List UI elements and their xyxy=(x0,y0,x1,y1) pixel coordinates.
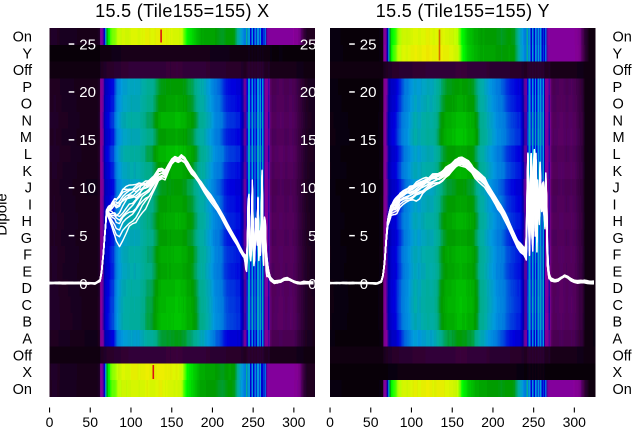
svg-text:0: 0 xyxy=(79,276,87,293)
svg-text:25: 25 xyxy=(300,36,317,53)
svg-text:25: 25 xyxy=(79,36,96,53)
svg-text:10: 10 xyxy=(79,180,96,197)
svg-text:0: 0 xyxy=(308,276,316,293)
svg-text:5: 5 xyxy=(79,228,87,245)
svg-text:5: 5 xyxy=(308,228,316,245)
svg-text:20: 20 xyxy=(300,84,317,101)
svg-text:15: 15 xyxy=(79,132,96,149)
svg-text:20: 20 xyxy=(79,84,96,101)
svg-text:10: 10 xyxy=(300,180,317,197)
svg-text:15: 15 xyxy=(300,132,317,149)
